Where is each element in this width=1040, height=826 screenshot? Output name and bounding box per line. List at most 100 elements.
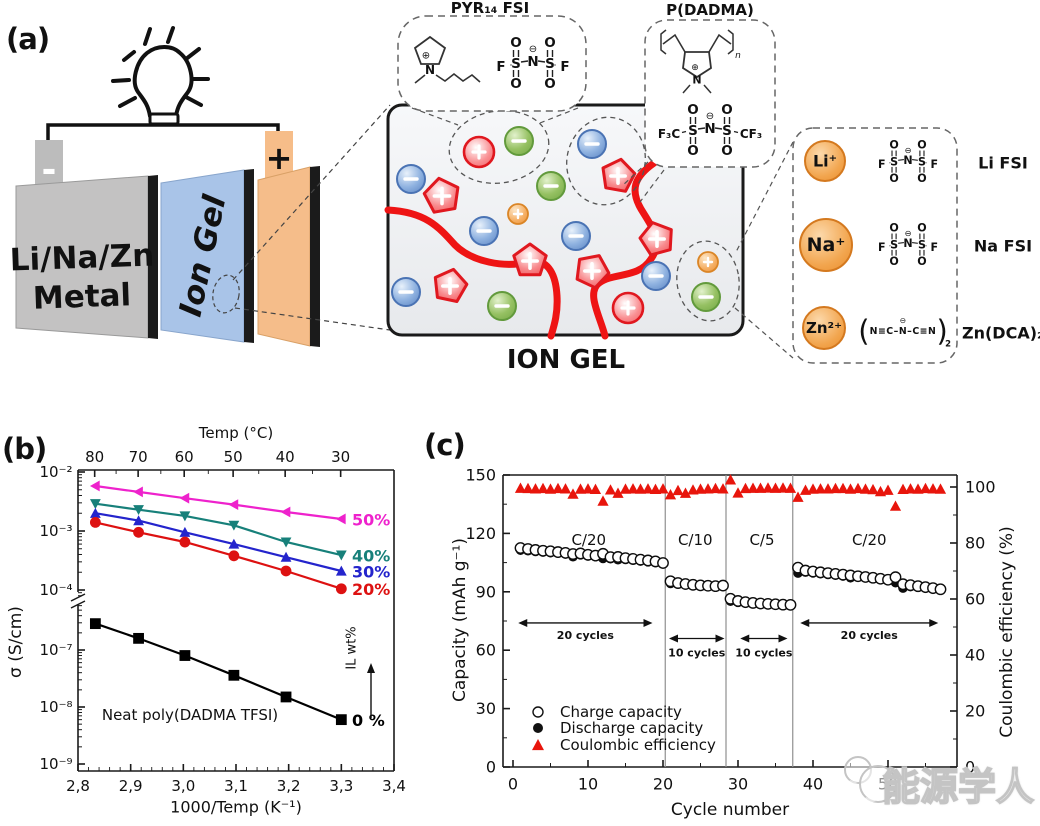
c-range-arrow-label: 10 cycles: [668, 647, 726, 660]
pdadma-structure-box: [644, 19, 776, 168]
pdadma-repeat-unit-structure: n N⊕: [660, 29, 741, 94]
c-range-arrow-label: 10 cycles: [735, 647, 793, 660]
c-ytick-left: 150: [465, 465, 496, 484]
c-ylabel-left: Capacity (mAh g⁻¹): [450, 538, 470, 702]
up-arrow-icon: [367, 663, 375, 673]
c-range-arrow: 20 cycles: [518, 618, 653, 642]
svg-text:O: O: [544, 35, 555, 51]
svg-text:S: S: [918, 239, 926, 252]
svg-text:F: F: [560, 59, 569, 75]
b-ytick: 10⁻³: [39, 522, 72, 540]
na-salt-label: Na FSI: [974, 237, 1032, 256]
svg-text:O: O: [889, 172, 898, 185]
panel-c-chart: 0 30 60 90 120 150 0 20 40 60 80 100 0 10 20 30 40 50 C/20…: [450, 465, 1017, 820]
c-range-arrow: 10 cycles: [735, 634, 793, 660]
svg-text:(: (: [858, 314, 869, 348]
svg-text:F: F: [930, 158, 938, 171]
svg-text:O: O: [510, 35, 521, 51]
svg-text:N: N: [527, 54, 538, 70]
b-top-tick: 80: [85, 448, 104, 466]
c-range-arrow: 20 cycles: [800, 618, 939, 642]
zn-dca-anion-structure: N≡C–N–C≡N⊖ ()2: [858, 314, 951, 350]
c-ytick-left: 120: [465, 524, 496, 543]
panel-b-label: (b): [2, 432, 47, 466]
open-circle-icon: [532, 706, 544, 718]
c-ytick-right: 0: [965, 758, 975, 777]
c-xtick: 30: [728, 775, 748, 794]
pdadma-title: P(DADMA): [666, 1, 754, 19]
svg-text:S: S: [890, 239, 898, 252]
c-range-arrow-label: 20 cycles: [841, 629, 899, 642]
c-ytick-left: 0: [486, 758, 496, 777]
svg-text:S: S: [511, 56, 521, 72]
c-rate-label: C/20: [852, 531, 887, 549]
pyr-title: PYR₁₄ FSI: [451, 0, 529, 17]
svg-text:O: O: [544, 76, 555, 92]
svg-text:N: N: [903, 154, 912, 167]
pyrrolidinium-cation-structure: N⊕: [413, 35, 481, 84]
na-cation-icon: [799, 218, 853, 272]
svg-text:N: N: [903, 237, 912, 250]
c-xtick: 50: [878, 775, 898, 794]
tfsi-anion-structure: S SN⊖ O O O O F₃C CF₃: [658, 102, 762, 159]
magnifier-ellipse: [212, 274, 240, 314]
c-series-charge: [514, 542, 947, 611]
svg-text:F: F: [878, 158, 886, 171]
svg-text:O: O: [721, 143, 732, 159]
ion-gel-title: ION GEL: [507, 345, 625, 375]
svg-text:O: O: [917, 172, 926, 185]
c-ytick-left: 90: [476, 582, 496, 601]
c-legend-label: Charge capacity: [560, 703, 682, 721]
svg-text:O: O: [917, 221, 926, 234]
c-legend-label: Discharge capacity: [560, 719, 703, 737]
anode-label-line1: Li/Na/Zn: [9, 237, 155, 278]
b-top-tick: 60: [175, 448, 194, 466]
light-bulb-icon: [111, 26, 210, 126]
b-ylabel: σ (S/cm): [6, 606, 26, 678]
svg-text:⊖: ⊖: [900, 316, 906, 325]
c-ytick-right: 100: [965, 478, 996, 497]
b-xtick: 2,9: [119, 777, 143, 795]
b-xtick: 3,1: [224, 777, 248, 795]
panel-c-label: (c): [424, 428, 466, 462]
cathode-layer: [257, 166, 311, 347]
svg-text:O: O: [510, 76, 521, 92]
b-ytick: 10⁻⁴: [39, 581, 72, 599]
svg-text:2: 2: [945, 339, 951, 349]
svg-text:O: O: [721, 102, 732, 118]
negative-sign: -: [42, 150, 57, 191]
b-top-tick: 50: [224, 448, 243, 466]
svg-text:S: S: [918, 156, 926, 169]
fsi-anion-structure: S SN⊖O OO OF F: [496, 35, 569, 92]
b-series-label: 20%: [352, 580, 390, 599]
svg-text:S: S: [545, 56, 555, 72]
b-ytick: 10⁻⁹: [39, 755, 72, 773]
c-series-efficiency: [514, 474, 947, 511]
svg-text:F₃C: F₃C: [658, 127, 680, 141]
circuit-wire: [46, 123, 280, 142]
pyr-structure-box: [397, 15, 587, 112]
c-rate-label: C/5: [749, 531, 774, 549]
b-series-30%: 30%: [89, 507, 390, 581]
c-range-arrow: 10 cycles: [668, 634, 726, 660]
c-ytick-right: 60: [965, 590, 985, 609]
b-top-tick: 70: [129, 448, 148, 466]
svg-text:⊖: ⊖: [905, 145, 912, 155]
b-xtick: 3,4: [382, 777, 406, 795]
zn-salt-label: Zn(DCA)₂: [962, 324, 1040, 343]
svg-text:O: O: [889, 221, 898, 234]
c-rate-label: C/10: [678, 531, 713, 549]
svg-text:N≡C–N–C≡N: N≡C–N–C≡N: [870, 326, 937, 337]
svg-text:O: O: [917, 138, 926, 151]
c-xlabel: Cycle number: [671, 800, 789, 820]
svg-text:O: O: [917, 255, 926, 268]
c-range-arrow-label: 20 cycles: [557, 629, 615, 642]
c-ytick-right: 20: [965, 702, 985, 721]
battery-stack: Li/Na/Zn Metal Ion Gel: [9, 166, 320, 347]
panel-b-chart: 10⁻² 10⁻³ 10⁻⁴ 10⁻⁷ 10⁻⁸ 10⁻⁹ 2,8 2,9 3,0 3,1 3,2 3…: [6, 424, 406, 817]
svg-text:): ): [936, 314, 947, 348]
panel-a-label: (a): [6, 22, 50, 56]
svg-text:n: n: [735, 51, 741, 61]
b-xtick: 3,3: [329, 777, 353, 795]
